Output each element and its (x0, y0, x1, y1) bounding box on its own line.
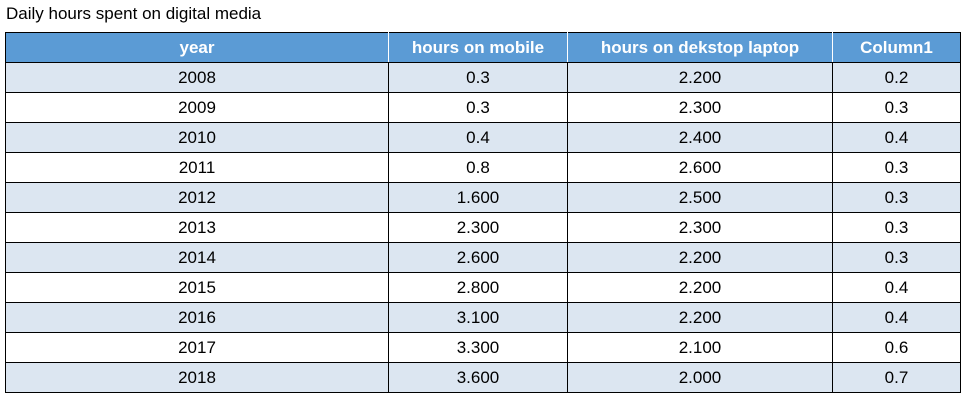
cell-year: 2009 (5, 92, 389, 123)
table-row: 2015 2.800 2.200 0.4 (5, 272, 961, 303)
cell-year: 2017 (5, 332, 389, 363)
cell-hours-on-desktop-laptop: 2.200 (567, 272, 833, 303)
column-header-hours-on-desktop-laptop: hours on dekstop laptop (567, 32, 833, 63)
cell-hours-on-desktop-laptop: 2.300 (567, 212, 833, 243)
cell-hours-on-mobile: 2.300 (388, 212, 568, 243)
cell-hours-on-mobile: 2.600 (388, 242, 568, 273)
cell-year: 2015 (5, 272, 389, 303)
table-row: 2017 3.300 2.100 0.6 (5, 332, 961, 363)
table-row: 2016 3.100 2.200 0.4 (5, 302, 961, 333)
table-row: 2011 0.8 2.600 0.3 (5, 152, 961, 183)
cell-year: 2011 (5, 152, 389, 183)
cell-column1: 0.3 (832, 92, 961, 123)
column-header-column1: Column1 (832, 32, 961, 63)
cell-hours-on-mobile: 3.600 (388, 362, 568, 393)
cell-hours-on-mobile: 0.8 (388, 152, 568, 183)
cell-column1: 0.4 (832, 272, 961, 303)
cell-column1: 0.3 (832, 242, 961, 273)
cell-hours-on-mobile: 0.3 (388, 62, 568, 93)
cell-hours-on-desktop-laptop: 2.200 (567, 302, 833, 333)
cell-column1: 0.2 (832, 62, 961, 93)
cell-year: 2013 (5, 212, 389, 243)
table-row: 2010 0.4 2.400 0.4 (5, 122, 961, 153)
cell-column1: 0.4 (832, 122, 961, 153)
column-header-hours-on-mobile: hours on mobile (388, 32, 568, 63)
cell-column1: 0.3 (832, 182, 961, 213)
digital-media-table: year hours on mobile hours on dekstop lapt… (5, 32, 961, 393)
cell-hours-on-desktop-laptop: 2.100 (567, 332, 833, 363)
table-title: Daily hours spent on digital media (6, 4, 262, 23)
header-row: year hours on mobile hours on dekstop lapt… (5, 32, 961, 63)
cell-hours-on-mobile: 3.100 (388, 302, 568, 333)
table-body: 2008 0.3 2.200 0.2 2009 0.3 2.300 0.3 2010 0.4 2.4… (5, 62, 961, 393)
table-row: 2008 0.3 2.200 0.2 (5, 62, 961, 93)
cell-hours-on-desktop-laptop: 2.600 (567, 152, 833, 183)
table-row: 2013 2.300 2.300 0.3 (5, 212, 961, 243)
cell-hours-on-mobile: 0.4 (388, 122, 568, 153)
cell-column1: 0.4 (832, 302, 961, 333)
cell-year: 2014 (5, 242, 389, 273)
cell-column1: 0.3 (832, 152, 961, 183)
table-row: 2012 1.600 2.500 0.3 (5, 182, 961, 213)
cell-hours-on-mobile: 0.3 (388, 92, 568, 123)
cell-hours-on-mobile: 3.300 (388, 332, 568, 363)
table-row: 2009 0.3 2.300 0.3 (5, 92, 961, 123)
table-row: 2018 3.600 2.000 0.7 (5, 362, 961, 393)
cell-column1: 0.6 (832, 332, 961, 363)
cell-hours-on-desktop-laptop: 2.200 (567, 62, 833, 93)
cell-hours-on-desktop-laptop: 2.400 (567, 122, 833, 153)
cell-year: 2018 (5, 362, 389, 393)
column-header-year: year (5, 32, 389, 63)
cell-year: 2010 (5, 122, 389, 153)
cell-hours-on-mobile: 2.800 (388, 272, 568, 303)
table-row: 2014 2.600 2.200 0.3 (5, 242, 961, 273)
cell-hours-on-mobile: 1.600 (388, 182, 568, 213)
cell-year: 2008 (5, 62, 389, 93)
cell-hours-on-desktop-laptop: 2.300 (567, 92, 833, 123)
cell-year: 2016 (5, 302, 389, 333)
cell-column1: 0.3 (832, 212, 961, 243)
cell-hours-on-desktop-laptop: 2.500 (567, 182, 833, 213)
cell-column1: 0.7 (832, 362, 961, 393)
cell-hours-on-desktop-laptop: 2.000 (567, 362, 833, 393)
cell-year: 2012 (5, 182, 389, 213)
cell-hours-on-desktop-laptop: 2.200 (567, 242, 833, 273)
